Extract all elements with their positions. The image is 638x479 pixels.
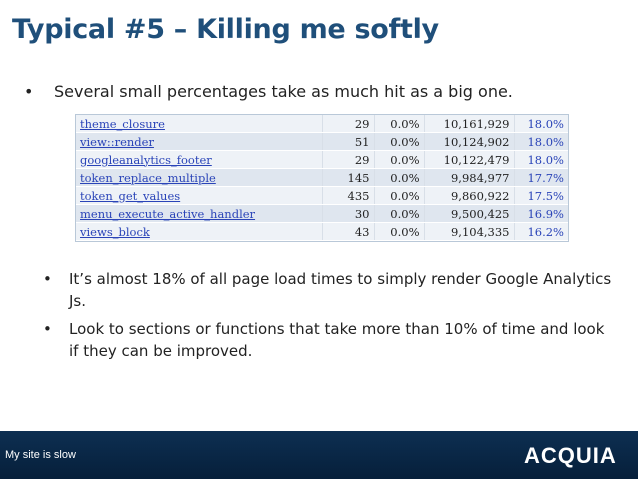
acquia-logo: ACQUIA — [524, 443, 617, 468]
time-cell: 9,984,977 — [423, 168, 514, 187]
time-percent-cell: 18.0% — [513, 132, 568, 151]
time-cell: 10,122,479 — [423, 150, 514, 169]
function-name-link[interactable]: menu_execute_active_handler — [76, 204, 322, 223]
footer-text: My site is slow — [5, 449, 76, 461]
function-name-link[interactable]: views_block — [76, 222, 322, 241]
table-row: token_get_values 435 0.0% 9,860,922 17.5% — [76, 186, 568, 205]
time-cell: 9,500,425 — [423, 204, 514, 223]
table-row: theme_closure 29 0.0% 10,161,929 18.0% — [76, 115, 568, 133]
calls-cell: 145 — [321, 168, 374, 187]
percent-cell: 0.0% — [373, 168, 424, 187]
profile-table: theme_closure 29 0.0% 10,161,929 18.0% view::… — [75, 114, 569, 242]
time-percent-cell: 18.0% — [513, 150, 568, 169]
percent-cell: 0.0% — [373, 115, 424, 133]
time-percent-cell: 16.2% — [513, 222, 568, 241]
calls-cell: 29 — [321, 150, 374, 169]
percent-cell: 0.0% — [373, 186, 424, 205]
calls-cell: 30 — [321, 204, 374, 223]
table-row: view::render 51 0.0% 10,124,902 18.0% — [76, 132, 568, 151]
time-percent-cell: 17.7% — [513, 168, 568, 187]
time-cell: 9,104,335 — [423, 222, 514, 241]
sub-bullet-text: It’s almost 18% of all page load times t… — [69, 270, 612, 310]
time-percent-cell: 17.5% — [513, 186, 568, 205]
time-cell: 10,161,929 — [423, 115, 514, 133]
footer-bar: My site is slow ACQUIA — [0, 431, 638, 479]
table-row: token_replace_multiple 145 0.0% 9,984,977 17… — [76, 168, 568, 187]
table-row: menu_execute_active_handler 30 0.0% 9,500,4… — [76, 204, 568, 223]
bullet-dot: • — [43, 270, 52, 288]
bullet-dot: • — [24, 82, 34, 101]
function-name-link[interactable]: token_replace_multiple — [76, 168, 322, 187]
table-row: googleanalytics_footer 29 0.0% 10,122,479 18… — [76, 150, 568, 169]
time-cell: 9,860,922 — [423, 186, 514, 205]
calls-cell: 51 — [321, 132, 374, 151]
calls-cell: 43 — [321, 222, 374, 241]
slide-title: Typical #5 – Killing me softly — [12, 14, 439, 45]
function-name-link[interactable]: googleanalytics_footer — [76, 150, 322, 169]
time-percent-cell: 16.9% — [513, 204, 568, 223]
percent-cell: 0.0% — [373, 132, 424, 151]
calls-cell: 29 — [321, 115, 374, 133]
percent-cell: 0.0% — [373, 150, 424, 169]
function-name-link[interactable]: token_get_values — [76, 186, 322, 205]
function-name-link[interactable]: view::render — [76, 132, 322, 151]
main-bullet-text: Several small percentages take as much h… — [54, 82, 513, 101]
sub-bullet-text: Look to sections or functions that take … — [69, 320, 605, 360]
bullet-dot: • — [43, 320, 52, 338]
time-cell: 10,124,902 — [423, 132, 514, 151]
time-percent-cell: 18.0% — [513, 115, 568, 133]
function-name-link[interactable]: theme_closure — [76, 115, 322, 133]
percent-cell: 0.0% — [373, 204, 424, 223]
percent-cell: 0.0% — [373, 222, 424, 241]
calls-cell: 435 — [321, 186, 374, 205]
svg-text:ACQUIA: ACQUIA — [524, 443, 617, 468]
table-row: views_block 43 0.0% 9,104,335 16.2% — [76, 222, 568, 241]
